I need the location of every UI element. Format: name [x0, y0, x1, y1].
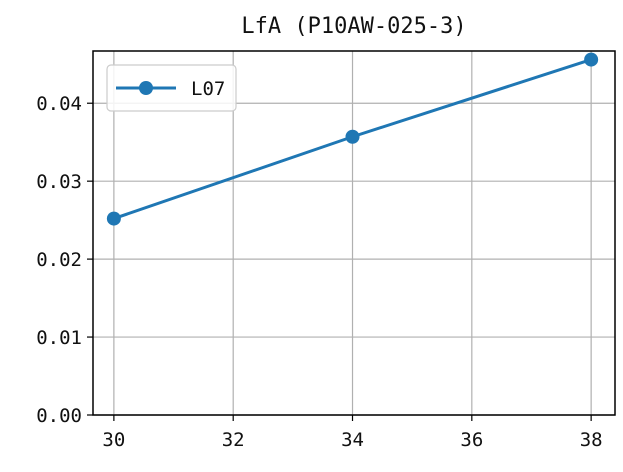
x-tick-label: 38	[580, 429, 603, 451]
y-tick-label: 0.02	[36, 249, 82, 271]
y-tick-label: 0.01	[36, 327, 82, 349]
data-point	[584, 52, 599, 67]
legend-label: L07	[191, 78, 225, 100]
x-tick-label: 36	[460, 429, 483, 451]
y-tick-label: 0.00	[36, 405, 82, 427]
y-tick-label: 0.03	[36, 171, 82, 193]
y-tick-label: 0.04	[36, 93, 82, 115]
x-tick-label: 32	[222, 429, 245, 451]
x-tick-label: 34	[341, 429, 364, 451]
plot-frame	[92, 50, 616, 416]
legend: L07	[106, 64, 237, 112]
legend-marker	[139, 81, 153, 95]
chart-title: LfA (P10AW-025-3)	[241, 14, 466, 39]
x-tick-label: 30	[102, 429, 125, 451]
data-point	[345, 129, 360, 144]
axis-ticks: 30 32 34 36 38 0.00 0.01 0.02 0.03 0.04	[36, 93, 602, 451]
series-layer	[106, 52, 599, 226]
data-point	[106, 211, 121, 226]
